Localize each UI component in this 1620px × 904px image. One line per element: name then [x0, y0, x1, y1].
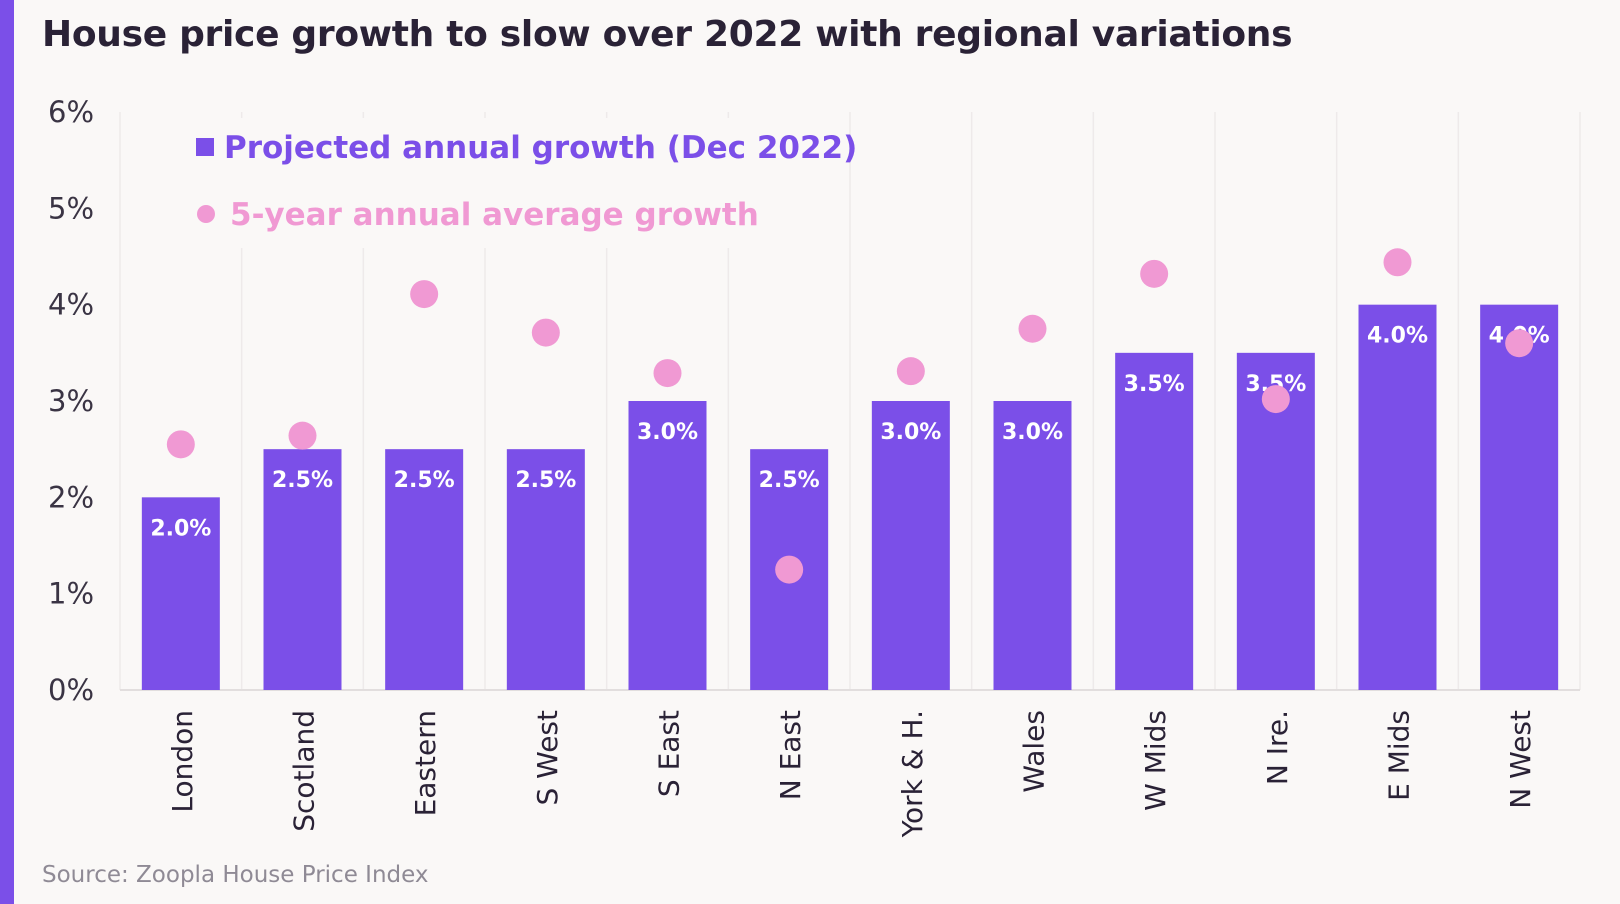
- bar: [1358, 304, 1437, 690]
- accent-bar: [0, 0, 14, 904]
- y-tick-label: 2%: [48, 480, 94, 514]
- legend-bar-label: Projected annual growth (Dec 2022): [224, 130, 857, 166]
- category-label: N East: [774, 710, 807, 800]
- y-tick-label: 6%: [48, 95, 94, 129]
- average-growth-dot: [1505, 329, 1534, 358]
- bar: [628, 401, 707, 690]
- y-tick-label: 5%: [48, 191, 94, 225]
- average-growth-dot: [1018, 314, 1047, 343]
- source-note: Source: Zoopla House Price Index: [42, 862, 429, 888]
- average-growth-dot: [410, 280, 439, 309]
- bar-value-label: 2.5%: [759, 468, 820, 493]
- legend-dot-swatch: [197, 205, 215, 223]
- category-label: Eastern: [409, 710, 442, 816]
- category-label: S East: [653, 710, 686, 797]
- legend-bar-swatch: [196, 138, 214, 156]
- legend-dot-label: 5-year annual average growth: [230, 197, 759, 233]
- bar: [871, 401, 950, 690]
- average-growth-dot: [1140, 259, 1169, 288]
- y-tick-label: 0%: [48, 673, 94, 707]
- bar-value-label: 4.0%: [1367, 324, 1428, 349]
- category-label: Scotland: [288, 710, 321, 832]
- category-label: N West: [1504, 710, 1537, 809]
- average-growth-dot: [288, 421, 317, 450]
- bar-value-label: 3.0%: [880, 420, 941, 445]
- legend-background: [182, 118, 822, 248]
- average-growth-dot: [896, 357, 925, 386]
- bar-value-label: 3.0%: [1002, 420, 1063, 445]
- average-growth-dot: [166, 430, 195, 459]
- category-label: W Mids: [1139, 710, 1172, 811]
- category-label: London: [166, 710, 199, 813]
- category-label: E Mids: [1383, 710, 1416, 801]
- bar: [263, 449, 342, 690]
- bar-value-label: 2.0%: [150, 516, 211, 541]
- bar: [993, 401, 1072, 690]
- average-growth-dot: [1261, 385, 1290, 414]
- y-tick-label: 1%: [48, 577, 94, 611]
- average-growth-dot: [1383, 248, 1412, 277]
- average-growth-dot: [775, 555, 804, 584]
- y-tick-label: 3%: [48, 384, 94, 418]
- bar: [141, 497, 220, 690]
- average-growth-dot: [653, 359, 682, 388]
- bar-value-label: 3.0%: [637, 420, 698, 445]
- y-tick-label: 4%: [48, 288, 94, 322]
- bar-value-label: 2.5%: [394, 468, 455, 493]
- bar-value-label: 3.5%: [1124, 372, 1185, 397]
- category-label: York & H.: [896, 710, 929, 838]
- bar-value-label: 2.5%: [515, 468, 576, 493]
- chart-title: House price growth to slow over 2022 wit…: [42, 14, 1293, 55]
- bar-value-label: 2.5%: [272, 468, 333, 493]
- bar: [506, 449, 585, 690]
- bar: [1480, 304, 1559, 690]
- bar: [385, 449, 464, 690]
- average-growth-dot: [531, 318, 560, 347]
- category-label: Wales: [1018, 710, 1051, 793]
- category-label: S West: [531, 710, 564, 806]
- category-label: N Ire.: [1261, 710, 1294, 785]
- bar: [1115, 352, 1194, 690]
